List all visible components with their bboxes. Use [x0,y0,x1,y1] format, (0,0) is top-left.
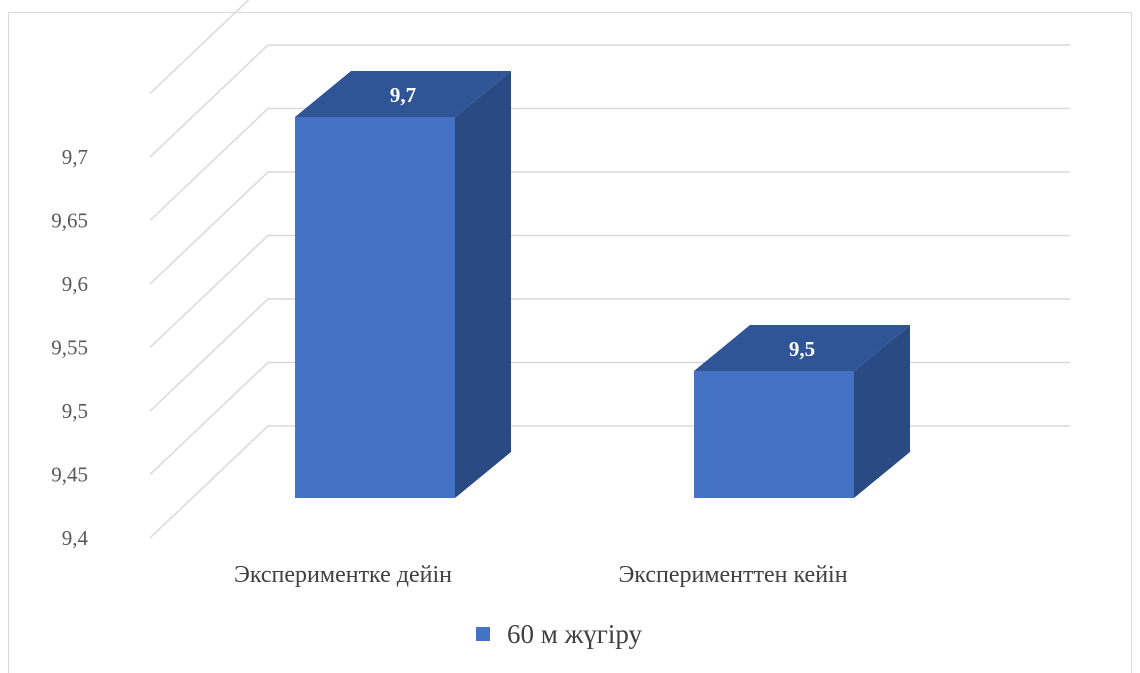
gridline [149,0,250,95]
bar-side [854,325,910,498]
bar-front [694,371,854,498]
gridline [149,107,1070,222]
bar: 9,7 [295,71,511,498]
bar: 9,5 [694,325,910,498]
y-tick-label: 9,4 [62,526,89,550]
data-label: 9,7 [390,83,416,107]
y-tick-label: 9,45 [51,463,88,487]
gridlines [149,0,1070,539]
gridline [149,44,1070,158]
bar-top [694,325,910,371]
gridline [149,298,1070,412]
legend-label: 60 м жүгіру [507,619,642,649]
y-tick-label: 9,65 [51,209,88,233]
gridline [149,234,1070,349]
legend: 60 м жүгіру [476,619,642,649]
chart-frame [8,12,1132,673]
legend-swatch [476,627,490,641]
gridline [149,361,1070,476]
y-tick-label: 9,6 [62,272,88,296]
y-axis-ticks: 9,4 9,45 9,5 9,55 9,6 9,65 9,7 [51,145,88,550]
bar-front [295,117,455,498]
bar-side [455,71,511,498]
x-category-label: Экспериментке дейін [234,562,452,588]
y-tick-label: 9,7 [62,145,88,169]
bars: 9,7 9,5 [295,71,910,498]
x-axis-categories: Экспериментке дейін Эксперименттен кейін [234,562,848,588]
x-category-label: Эксперименттен кейін [618,562,847,588]
bar-top [295,71,511,117]
y-tick-label: 9,55 [51,336,88,360]
data-label: 9,5 [789,337,815,361]
y-tick-label: 9,5 [62,399,88,423]
gridline [149,425,1070,539]
gridline [149,171,1070,285]
